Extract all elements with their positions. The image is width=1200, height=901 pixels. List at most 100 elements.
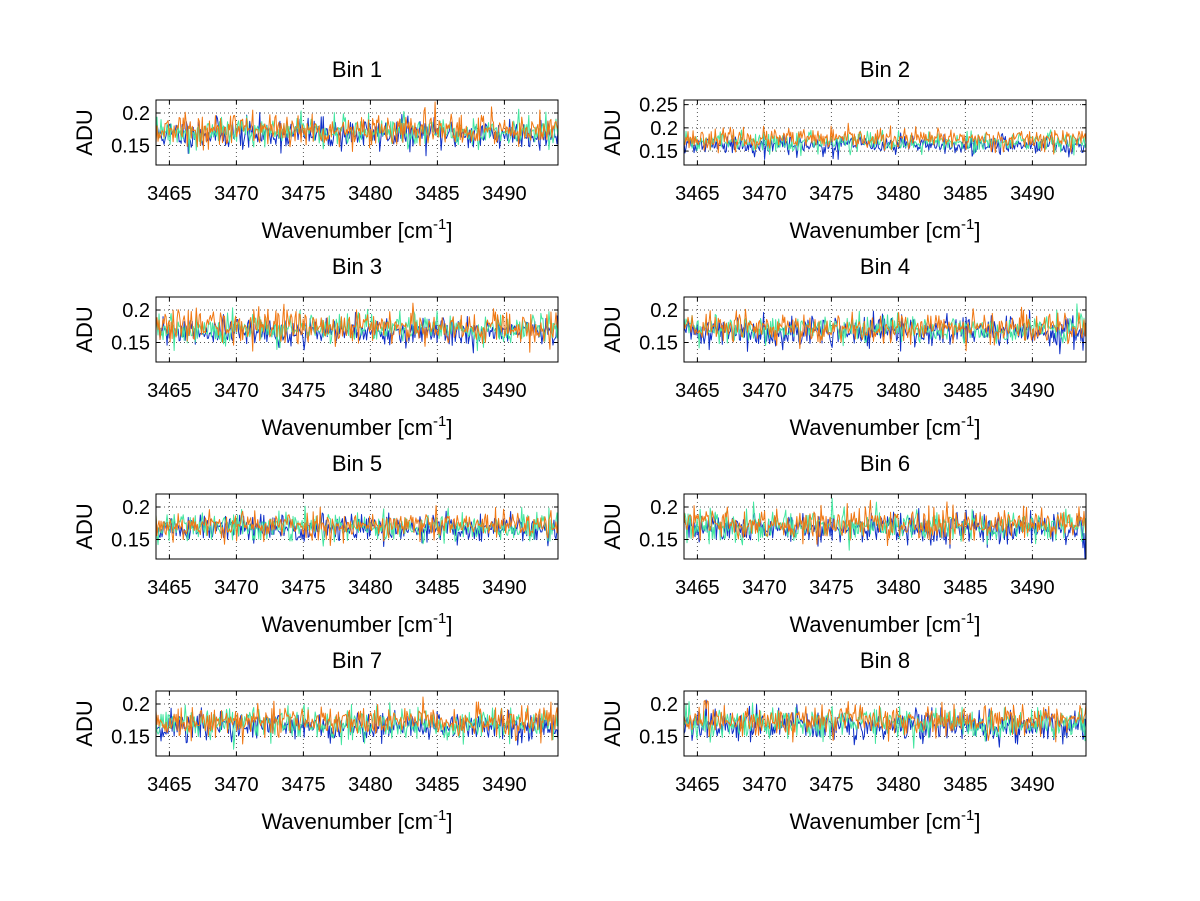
y-axis-label: ADU xyxy=(72,503,97,549)
x-tick-label: 3470 xyxy=(742,183,787,205)
x-axis-label: Wavenumber [cm-1] xyxy=(789,610,980,637)
series-line-orange xyxy=(684,306,1086,352)
x-tick-label: 3490 xyxy=(1010,183,1055,205)
subplot-title: Bin 3 xyxy=(332,254,382,279)
x-tick-label: 3485 xyxy=(943,183,988,205)
x-tick-label: 3470 xyxy=(214,774,259,796)
y-axis-label: ADU xyxy=(600,503,625,549)
y-axis-label: ADU xyxy=(600,109,625,155)
series-line-orange xyxy=(684,499,1086,547)
y-tick-label: 0.2 xyxy=(122,497,150,519)
series-line-cyan-green xyxy=(156,505,558,547)
x-tick-label: 3490 xyxy=(482,183,527,205)
x-tick-label: 3470 xyxy=(214,577,259,599)
x-tick-label: 3470 xyxy=(742,577,787,599)
y-tick-label: 0.2 xyxy=(122,300,150,322)
subplot-title: Bin 8 xyxy=(860,648,910,673)
y-tick-label: 0.2 xyxy=(650,497,678,519)
x-tick-label: 3475 xyxy=(281,577,326,599)
x-tick-label: 3470 xyxy=(742,774,787,796)
series-line-orange xyxy=(156,505,558,547)
subplot-title: Bin 4 xyxy=(860,254,910,279)
y-axis-label: ADU xyxy=(72,306,97,352)
axes-box xyxy=(683,493,1087,560)
x-tick-label: 3475 xyxy=(281,380,326,402)
x-tick-label: 3485 xyxy=(943,577,988,599)
series-line-blue xyxy=(156,510,558,548)
x-tick-label: 3475 xyxy=(809,774,854,796)
y-tick-label: 0.15 xyxy=(639,141,678,163)
series-line-cyan-green xyxy=(156,702,558,750)
y-tick-label: 0.2 xyxy=(122,103,150,125)
subplot-title: Bin 1 xyxy=(332,57,382,82)
axes-box xyxy=(155,296,559,363)
axes-box xyxy=(155,493,559,560)
y-axis-label: ADU xyxy=(72,700,97,746)
x-tick-label: 3480 xyxy=(348,577,393,599)
y-tick-label: 0.15 xyxy=(639,727,678,749)
x-axis-label: Wavenumber [cm-1] xyxy=(261,413,452,440)
x-tick-label: 3490 xyxy=(1010,577,1055,599)
x-tick-label: 3475 xyxy=(809,183,854,205)
x-tick-label: 3480 xyxy=(348,774,393,796)
series-line-orange xyxy=(156,101,558,152)
x-tick-label: 3465 xyxy=(147,380,192,402)
subplot-bin-1: 3465 3470 3475 3480 3485 3490 0.15 0.2 Bin 1 ADU W… xyxy=(72,57,559,243)
x-axis-label: Wavenumber [cm-1] xyxy=(789,413,980,440)
x-tick-label: 3465 xyxy=(675,183,720,205)
x-tick-label: 3490 xyxy=(1010,380,1055,402)
x-tick-label: 3465 xyxy=(147,183,192,205)
y-tick-label: 0.15 xyxy=(639,530,678,552)
x-tick-label: 3475 xyxy=(281,774,326,796)
series-line-orange xyxy=(156,302,558,353)
subplot-bin-5: 3465 3470 3475 3480 3485 3490 0.15 0.2 Bin 5 ADU W… xyxy=(72,451,559,637)
y-tick-label: 0.15 xyxy=(111,136,150,158)
x-tick-label: 3465 xyxy=(147,774,192,796)
axes-box xyxy=(155,99,559,166)
axes-box xyxy=(683,296,1087,363)
y-axis-label: ADU xyxy=(600,306,625,352)
x-axis-label: Wavenumber [cm-1] xyxy=(789,216,980,243)
x-axis-label: Wavenumber [cm-1] xyxy=(261,216,452,243)
y-tick-label: 0.2 xyxy=(122,694,150,716)
x-tick-label: 3480 xyxy=(876,577,921,599)
x-tick-label: 3490 xyxy=(482,774,527,796)
x-tick-label: 3470 xyxy=(742,380,787,402)
y-tick-label: 0.15 xyxy=(111,727,150,749)
x-tick-label: 3490 xyxy=(482,380,527,402)
x-tick-label: 3465 xyxy=(675,774,720,796)
subplot-bin-6: 3465 3470 3475 3480 3485 3490 0.15 0.2 Bin 6 ADU W… xyxy=(600,451,1087,637)
x-tick-label: 3480 xyxy=(876,380,921,402)
x-tick-label: 3480 xyxy=(348,183,393,205)
x-tick-label: 3465 xyxy=(675,380,720,402)
x-tick-label: 3485 xyxy=(415,577,460,599)
subplot-bin-7: 3465 3470 3475 3480 3485 3490 0.15 0.2 Bin 7 ADU W… xyxy=(72,648,559,834)
x-axis-label: Wavenumber [cm-1] xyxy=(789,807,980,834)
x-tick-label: 3485 xyxy=(943,380,988,402)
x-axis-label: Wavenumber [cm-1] xyxy=(261,610,452,637)
x-tick-label: 3485 xyxy=(943,774,988,796)
x-tick-label: 3485 xyxy=(415,774,460,796)
subplot-title: Bin 2 xyxy=(860,57,910,82)
y-axis-label: ADU xyxy=(600,700,625,746)
subplot-bin-2: 3465 3470 3475 3480 3485 3490 0.150.20.25 Bin 2… xyxy=(600,57,1087,243)
axes-box xyxy=(683,690,1087,757)
series-line-orange xyxy=(684,122,1086,155)
x-tick-label: 3480 xyxy=(348,380,393,402)
axes-box xyxy=(155,690,559,757)
x-tick-label: 3465 xyxy=(147,577,192,599)
y-axis-label: ADU xyxy=(72,109,97,155)
y-tick-label: 0.15 xyxy=(111,333,150,355)
x-tick-label: 3485 xyxy=(415,380,460,402)
y-tick-label: 0.15 xyxy=(111,530,150,552)
subplot-title: Bin 7 xyxy=(332,648,382,673)
x-tick-label: 3465 xyxy=(675,577,720,599)
subplot-bin-8: 3465 3470 3475 3480 3485 3490 0.15 0.2 Bin 8 ADU W… xyxy=(600,648,1087,834)
series-line-orange xyxy=(156,696,558,745)
y-tick-label: 0.2 xyxy=(650,694,678,716)
x-tick-label: 3470 xyxy=(214,183,259,205)
subplot-title: Bin 6 xyxy=(860,451,910,476)
x-tick-label: 3480 xyxy=(876,774,921,796)
axes-box xyxy=(683,99,1087,166)
subplot-bin-4: 3465 3470 3475 3480 3485 3490 0.15 0.2 Bin 4 ADU W… xyxy=(600,254,1087,440)
